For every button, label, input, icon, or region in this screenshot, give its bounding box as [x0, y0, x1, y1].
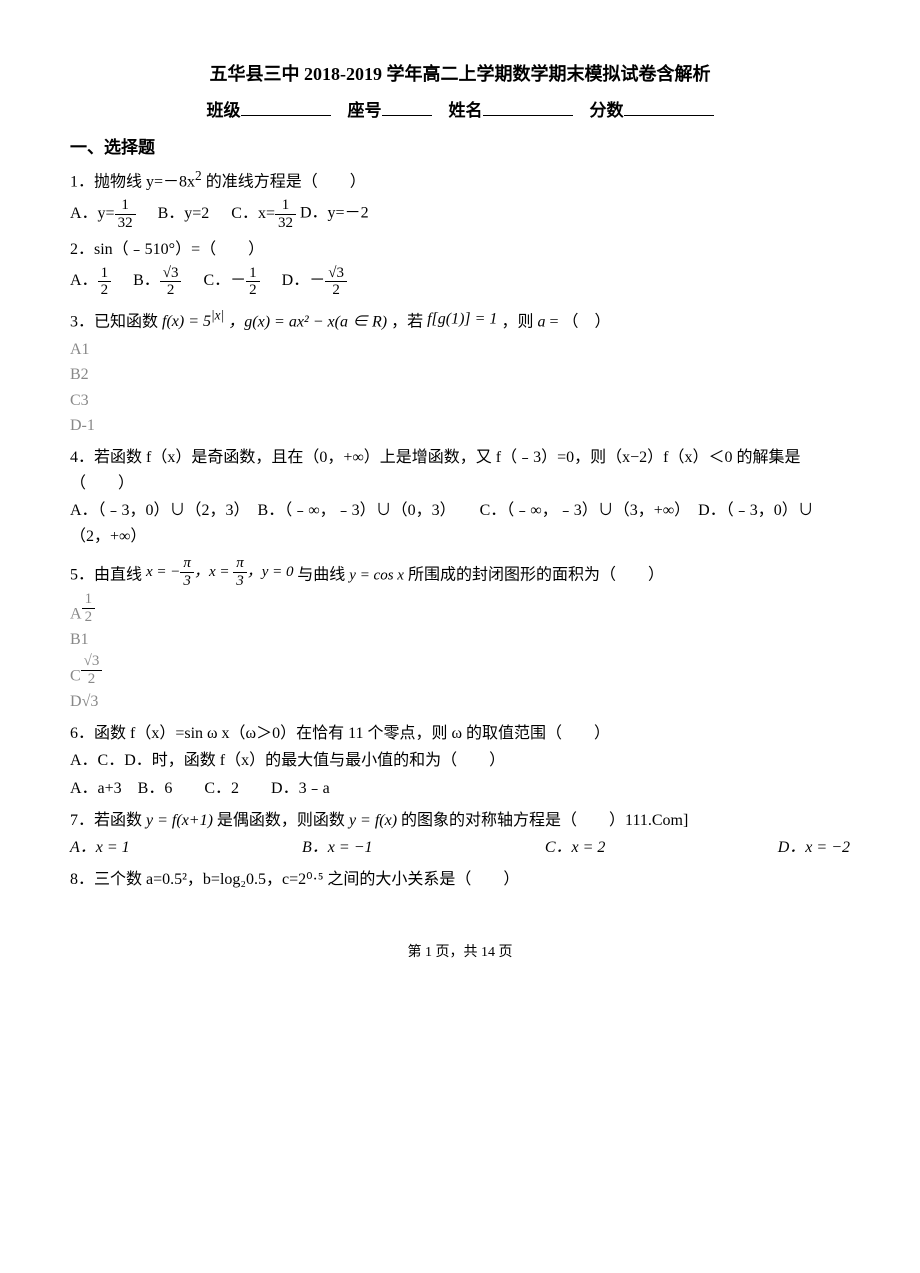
question-5: 5．由直线 x = −π3，x = π3，y = 0 与曲线 y = cos x… — [70, 555, 850, 714]
q3-optA: A1 — [70, 337, 850, 363]
q1-optB: B．y=2 — [158, 205, 210, 222]
q5-optD: D√3 — [70, 689, 850, 715]
q5-eq2-frac: π3 — [233, 555, 247, 589]
question-7: 7．若函数 y = f(x+1) 是偶函数，则函数 y = f(x) 的图象的对… — [70, 808, 850, 861]
name-blank — [483, 98, 573, 116]
q3-optB: B2 — [70, 362, 850, 388]
q2-D-frac: √32 — [325, 265, 347, 299]
q6-line2: A．C．D．时，函数 f（x）的最大值与最小值的和为（ ） — [70, 748, 850, 774]
q5-optA: A12 — [70, 591, 850, 627]
q2-A-label: A． — [70, 272, 98, 289]
class-blank — [241, 98, 331, 116]
q3-mid: ，若 — [391, 313, 423, 330]
q2-C-label: C．－ — [203, 272, 246, 289]
question-1: 1．抛物线 y=－8x2 的准线方程是（ ） A．y=132 B．y=2 C．x… — [70, 165, 850, 231]
q5-optC: C√32 — [70, 653, 850, 689]
q3-optD: D-1 — [70, 413, 850, 439]
section-1-heading: 一、选择题 — [70, 134, 850, 161]
q7-pre: 7．若函数 — [70, 812, 146, 829]
q1-optA-frac: 132 — [115, 197, 136, 231]
q7-optB: B．x = −1 — [302, 835, 372, 861]
exam-title: 五华县三中 2018-2019 学年高二上学期数学期末模拟试卷含解析 — [70, 60, 850, 89]
seat-label: 座号 — [348, 101, 382, 120]
student-info-row: 班级 座号 姓名 分数 — [70, 97, 850, 124]
q7-optD: D．x = −2 — [778, 835, 850, 861]
q7-mid: 是偶函数，则函数 — [213, 812, 349, 829]
q3-post: ，则 — [501, 313, 533, 330]
q6-options: A．a+3 B．6 C．2 D．3﹣a — [70, 776, 850, 802]
q5-mid: 与曲线 — [297, 567, 345, 584]
class-label: 班级 — [207, 101, 241, 120]
question-3: 3．已知函数 f(x) = 5|x| ，g(x) = ax² − x(a ∈ R… — [70, 305, 850, 439]
q3-eq: = （ ） — [545, 313, 610, 330]
q1-text-pre: 1．抛物线 y=－8x — [70, 174, 195, 191]
q5-eq3: ，y = 0 — [247, 564, 294, 580]
q7-optA: A．x = 1 — [70, 835, 130, 861]
seat-blank — [382, 98, 432, 116]
q2-B-label: B． — [133, 272, 160, 289]
q7-f2: y = f(x) — [349, 812, 397, 829]
q5-optB: B1 — [70, 627, 850, 653]
q7-optC: C．x = 2 — [545, 835, 606, 861]
q5-eq1-frac: π3 — [180, 555, 194, 589]
q8-text: 8．三个数 a=0.5²，b=log₂0.5，c=2⁰·⁵ 之间的大小关系是（ … — [70, 867, 850, 893]
q7-f1: y = f(x+1) — [146, 812, 213, 829]
q4-options: A．（﹣3，0）∪（2，3） B．（﹣∞，﹣3）∪（0，3） C．（﹣∞，﹣3）… — [70, 498, 850, 549]
question-4: 4．若函数 f（x）是奇函数，且在（0，+∞）上是增函数，又 f（﹣3）=0，则… — [70, 445, 850, 549]
name-label: 姓名 — [449, 101, 483, 120]
page-footer: 第 1 页，共 14 页 — [70, 942, 850, 964]
score-blank — [624, 98, 714, 116]
question-6: 6．函数 f（x）=sin ω x（ω＞0）在恰有 11 个零点，则 ω 的取值… — [70, 721, 850, 802]
q1-sup: 2 — [195, 168, 202, 183]
q5-eq2-pre: ，x = — [194, 564, 233, 580]
q5-eq1-pre: x = − — [146, 564, 180, 580]
q2-D-label: D．－ — [282, 272, 326, 289]
question-8: 8．三个数 a=0.5²，b=log₂0.5，c=2⁰·⁵ 之间的大小关系是（ … — [70, 867, 850, 893]
q2-C-frac: 12 — [246, 265, 260, 299]
score-label: 分数 — [590, 101, 624, 120]
q2-A-frac: 12 — [98, 265, 112, 299]
q6-line1: 6．函数 f（x）=sin ω x（ω＞0）在恰有 11 个零点，则 ω 的取值… — [70, 721, 850, 747]
q3-f1: f(x) = 5|x| — [162, 313, 224, 330]
q2-text: 2．sin（﹣510°）=（ ） — [70, 237, 850, 263]
q1-optA-pre: A．y= — [70, 205, 115, 222]
q1-text-post: 的准线方程是（ ） — [202, 174, 366, 191]
q5-curve: y = cos x — [349, 568, 404, 584]
q3-g: ，g(x) = ax² − x(a ∈ R) — [228, 313, 387, 330]
question-2: 2．sin（﹣510°）=（ ） A．12 B．√32 C．－12 D．－√32 — [70, 237, 850, 299]
q2-B-frac: √32 — [160, 265, 182, 299]
q4-text: 4．若函数 f（x）是奇函数，且在（0，+∞）上是增函数，又 f（﹣3）=0，则… — [70, 445, 850, 496]
q5-pre: 5．由直线 — [70, 567, 142, 584]
q7-post: 的图象的对称轴方程是（ ）111.Com] — [397, 812, 688, 829]
q1-optC-frac: 132 — [275, 197, 296, 231]
q1-optD: D．y=－2 — [300, 205, 369, 222]
q5-post: 所围成的封闭图形的面积为（ ） — [408, 567, 664, 584]
q3-optC: C3 — [70, 388, 850, 414]
q1-optC-pre: C．x= — [231, 205, 275, 222]
q3-cond: f[g(1)] = 1 — [427, 310, 497, 327]
q3-pre: 3．已知函数 — [70, 313, 158, 330]
